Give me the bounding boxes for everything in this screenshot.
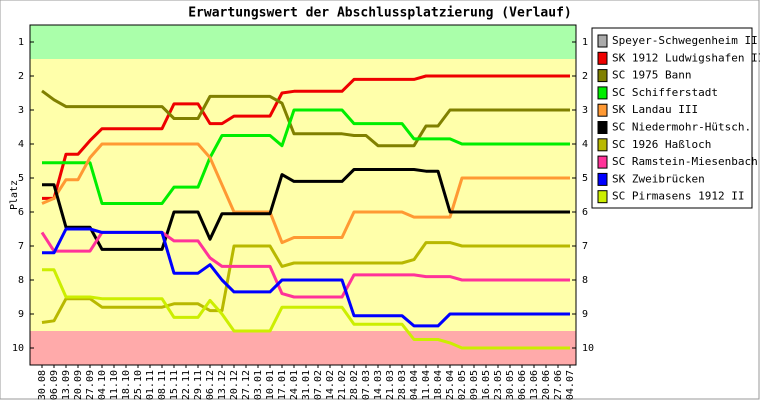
x-tick-label: 04.04 (409, 370, 420, 400)
legend-label: SK 1912 Ludwigshafen II (612, 51, 760, 64)
x-tick-label: 30.05 (505, 370, 516, 400)
legend (591, 27, 753, 209)
x-tick-label: 15.11 (169, 370, 180, 400)
x-tick-label: 11.10 (109, 370, 120, 400)
legend-swatch (597, 86, 608, 100)
legend-swatch (597, 51, 608, 65)
y-tick-label-right: 2 (582, 71, 588, 82)
x-tick-label: 04.10 (97, 370, 108, 400)
series-line (41, 142, 570, 245)
y-tick-label-right: 7 (582, 241, 588, 252)
y-tick-label-right: 1 (582, 37, 588, 48)
y-tick-label-right: 5 (582, 173, 588, 184)
series-line (41, 89, 570, 148)
x-tick-label: 23.05 (493, 370, 504, 400)
y-tick-label-right: 4 (582, 139, 588, 150)
x-tick-label: 13.09 (61, 370, 72, 400)
y-tick-label: 3 (18, 105, 24, 116)
x-tick-label: 11.04 (421, 370, 432, 400)
x-tick-label: 21.03 (385, 370, 396, 400)
plot-border (29, 24, 577, 366)
x-tick-label: 04.07 (565, 370, 576, 400)
x-tick-label: 30.08 (37, 370, 48, 400)
y-tick-label: 1 (18, 37, 24, 48)
x-tick-label: 20.12 (229, 370, 240, 400)
series-line (41, 241, 570, 324)
x-tick-label: 10.01 (265, 370, 276, 400)
y-tick-label: 2 (18, 71, 24, 82)
legend-label: SC 1926 Haßloch (612, 138, 711, 151)
x-tick-label: 07.03 (361, 370, 372, 400)
legend-label: Speyer-Schwegenheim II (612, 34, 758, 47)
legend-label: SC Schifferstadt (612, 86, 718, 99)
legend-swatch (597, 190, 608, 204)
x-tick-label: 28.03 (397, 370, 408, 400)
y-tick-label: 6 (18, 207, 24, 218)
x-tick-label: 27.09 (85, 370, 96, 400)
legend-swatch (597, 172, 608, 186)
y-tick-label-right: 8 (582, 275, 588, 286)
series-line (42, 74, 570, 200)
y-tick-label-right: 3 (582, 105, 588, 116)
y-axis-label: Platz (9, 180, 20, 210)
legend-swatch (597, 34, 608, 48)
x-tick-label: 17.01 (277, 370, 288, 400)
legend-swatch (597, 103, 608, 117)
x-tick-label: 02.05 (457, 370, 468, 400)
chart-title: Erwartungswert der Abschlussplatzierung … (188, 6, 572, 21)
x-tick-label: 13.06 (529, 370, 540, 400)
y-tick-label-right: 6 (582, 207, 588, 218)
legend-label: SC Pirmasens 1912 II (612, 190, 744, 203)
x-tick-label: 22.11 (181, 370, 192, 400)
x-tick-label: 28.02 (349, 370, 360, 400)
series-line (42, 108, 570, 205)
x-tick-label: 13.12 (217, 370, 228, 400)
x-tick-label: 18.04 (433, 370, 444, 400)
legend-label: SC Niedermohr-Hütsch. (612, 121, 751, 134)
series-line (42, 268, 570, 350)
x-tick-label: 14.02 (325, 370, 336, 400)
x-tick-label: 18.10 (121, 370, 132, 400)
x-tick-label: 27.12 (241, 370, 252, 400)
y-tick-label: 4 (18, 139, 24, 150)
legend-label: SK Zweibrücken (612, 172, 705, 185)
x-tick-label: 01.11 (145, 370, 156, 400)
y-tick-label: 8 (18, 275, 24, 286)
y-tick-label: 9 (18, 309, 24, 320)
x-tick-label: 07.02 (313, 370, 324, 400)
x-tick-label: 09.05 (469, 370, 480, 400)
y-tick-label: 10 (12, 343, 24, 354)
y-tick-label: 5 (18, 173, 24, 184)
x-tick-label: 06.06 (517, 370, 528, 400)
legend-swatch (597, 155, 608, 169)
legend-label: SC 1975 Bann (612, 69, 691, 82)
promotion-zone (30, 25, 576, 59)
legend-label: SK Landau III (612, 103, 698, 116)
x-tick-label: 16.05 (481, 370, 492, 400)
series-line (42, 168, 570, 251)
legend-label: SC Ramstein-Miesenbach (612, 155, 758, 168)
x-tick-label: 25.04 (445, 370, 456, 400)
series-line (42, 227, 570, 328)
x-tick-label: 20.06 (541, 370, 552, 400)
y-tick-label: 7 (18, 241, 24, 252)
x-tick-label: 25.10 (133, 370, 144, 400)
y-tick-label-right: 9 (582, 309, 588, 320)
x-tick-label: 24.01 (289, 370, 300, 400)
x-tick-label: 29.11 (193, 370, 204, 400)
legend-swatch (597, 69, 608, 83)
legend-swatch (597, 121, 608, 134)
x-tick-label: 20.09 (73, 370, 84, 400)
x-tick-label: 31.01 (301, 370, 312, 400)
x-tick-label: 06.12 (205, 370, 216, 400)
x-tick-label: 21.02 (337, 370, 348, 400)
x-tick-label: 06.09 (49, 370, 60, 400)
x-tick-label: 27.06 (553, 370, 564, 400)
x-tick-label: 03.01 (253, 370, 264, 400)
y-tick-label-right: 10 (582, 343, 594, 354)
x-tick-label: 08.11 (157, 370, 168, 400)
x-tick-label: 14.03 (373, 370, 384, 400)
legend-swatch (597, 138, 608, 152)
